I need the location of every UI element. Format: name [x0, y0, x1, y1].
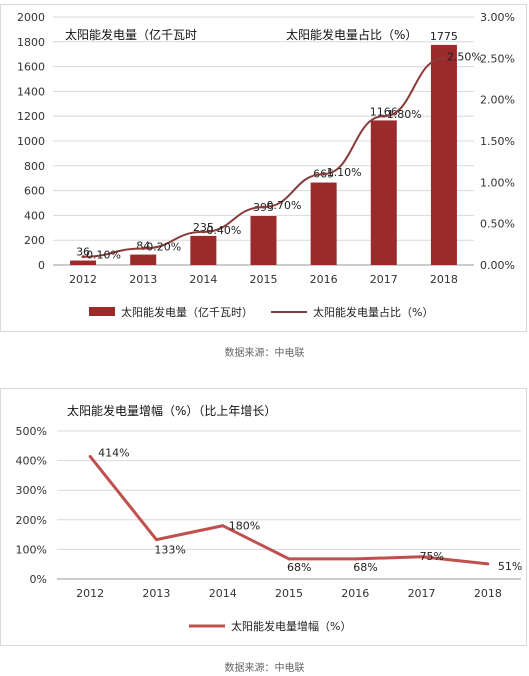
- line-data-label: 68%: [287, 561, 311, 574]
- bar: [310, 182, 337, 265]
- line-point: [442, 56, 446, 60]
- y-right-tick-label: 3.00%: [480, 11, 515, 24]
- data-source-note: 数据来源：中电联: [224, 348, 305, 359]
- legend-label: 太阳能发电量增幅（%）: [231, 619, 351, 633]
- line-data-label: 51%: [498, 560, 522, 573]
- bar: [250, 216, 277, 265]
- line-point: [382, 114, 386, 118]
- y-left-tick-label: 800: [24, 160, 45, 173]
- x-tick-label: 2016: [341, 587, 369, 600]
- x-tick-label: 2018: [474, 587, 502, 600]
- bar: [430, 44, 457, 266]
- line-data-label: 2.50%: [447, 50, 482, 63]
- y-tick-label: 400%: [16, 455, 47, 468]
- line-data-label: 0.10%: [86, 249, 121, 262]
- bar-data-label: 235: [193, 221, 214, 234]
- y-right-tick-label: 0.00%: [480, 259, 515, 272]
- line-point: [81, 255, 85, 259]
- y-left-tick-label: 600: [24, 185, 45, 198]
- legend-label-bar: 太阳能发电量（亿千瓦时）: [121, 305, 253, 319]
- y-tick-label: 200%: [16, 514, 47, 527]
- line-point: [420, 555, 424, 559]
- line-point: [88, 454, 92, 458]
- bar: [130, 254, 157, 265]
- data-source-note: 数据来源：中电联: [224, 663, 305, 674]
- x-tick-label: 2015: [275, 587, 303, 600]
- y-left-tick-label: 1200: [17, 110, 45, 123]
- line-point: [154, 538, 158, 542]
- line-point: [141, 246, 145, 250]
- line-data-label: 0.70%: [267, 199, 302, 212]
- line-point: [486, 562, 490, 566]
- legend-swatch-bar: [89, 307, 115, 316]
- line-data-label: 75%: [420, 550, 444, 563]
- y-right-tick-label: 2.00%: [480, 94, 515, 107]
- line-point: [201, 230, 205, 234]
- y-right-tick-label: 1.50%: [480, 135, 515, 148]
- y-tick-label: 500%: [16, 425, 47, 438]
- y-left-tick-label: 0: [38, 259, 45, 272]
- line-data-label: 180%: [229, 520, 260, 533]
- x-tick-label: 2013: [129, 273, 157, 286]
- line-point: [221, 524, 225, 528]
- x-tick-label: 2012: [69, 273, 97, 286]
- y-left-tick-label: 1600: [17, 61, 45, 74]
- x-tick-label: 2015: [250, 273, 278, 286]
- x-tick-label: 2014: [209, 587, 237, 600]
- y-left-tick-label: 1000: [17, 135, 45, 148]
- right-axis-title: 太阳能发电量占比（%）: [286, 27, 417, 42]
- x-tick-label: 2014: [189, 273, 217, 286]
- line-data-label: 68%: [353, 561, 377, 574]
- chart-generation-svg: 0 200 400 600 800 1000 1200 1400 1600 1800 2000 0.0…: [17, 11, 515, 319]
- y-tick-label: 0%: [30, 573, 47, 586]
- x-tick-label: 2013: [142, 587, 170, 600]
- x-tick-label: 2017: [408, 587, 436, 600]
- y-tick-label: 100%: [16, 543, 47, 556]
- line-data-label: 1.80%: [387, 108, 422, 121]
- line-data-label: 133%: [154, 544, 185, 557]
- line-point: [262, 205, 265, 209]
- legend-label-line: 太阳能发电量占比（%）: [313, 305, 433, 319]
- x-tick-label: 2016: [310, 273, 338, 286]
- bar: [190, 235, 217, 265]
- bar-data-label: 36: [76, 246, 90, 259]
- y-tick-label: 300%: [16, 484, 47, 497]
- line-data-label: 414%: [98, 446, 129, 459]
- bar: [370, 120, 397, 265]
- x-tick-label: 2012: [76, 587, 104, 600]
- x-tick-label: 2018: [430, 273, 458, 286]
- y-left-tick-label: 2000: [17, 11, 45, 24]
- y-left-tick-label: 200: [24, 234, 45, 247]
- line-data-label: 1.10%: [327, 166, 362, 179]
- chart-panel-growth: 0% 100% 200% 300% 400% 500% 414% 2012 133% 2013 18…: [0, 388, 527, 646]
- line-data-label: 0.40%: [206, 224, 241, 237]
- bar-data-label: 1775: [430, 30, 458, 43]
- line-point: [322, 172, 326, 176]
- chart-growth-svg: 0% 100% 200% 300% 400% 500% 414% 2012 133% 2013 18…: [16, 403, 523, 633]
- y-left-tick-label: 1400: [17, 85, 45, 98]
- y-right-tick-label: 2.50%: [480, 52, 515, 65]
- line-point: [287, 557, 291, 561]
- x-tick-label: 2017: [370, 273, 398, 286]
- chart-title: 太阳能发电量增幅（%）（比上年增长）: [67, 403, 276, 418]
- chart-panel-generation: 0 200 400 600 800 1000 1200 1400 1600 1800 2000 0.0…: [0, 4, 527, 332]
- y-right-tick-label: 0.50%: [480, 218, 515, 231]
- line-point: [353, 557, 357, 561]
- line-data-label: 0.20%: [146, 240, 181, 253]
- line-series-growth: [88, 455, 489, 566]
- y-right-tick-label: 1.00%: [480, 176, 515, 189]
- y-left-tick-label: 400: [24, 209, 45, 222]
- bar: [70, 260, 97, 265]
- y-left-tick-label: 1800: [17, 36, 45, 49]
- left-axis-title: 太阳能发电量（亿千瓦时: [65, 27, 197, 42]
